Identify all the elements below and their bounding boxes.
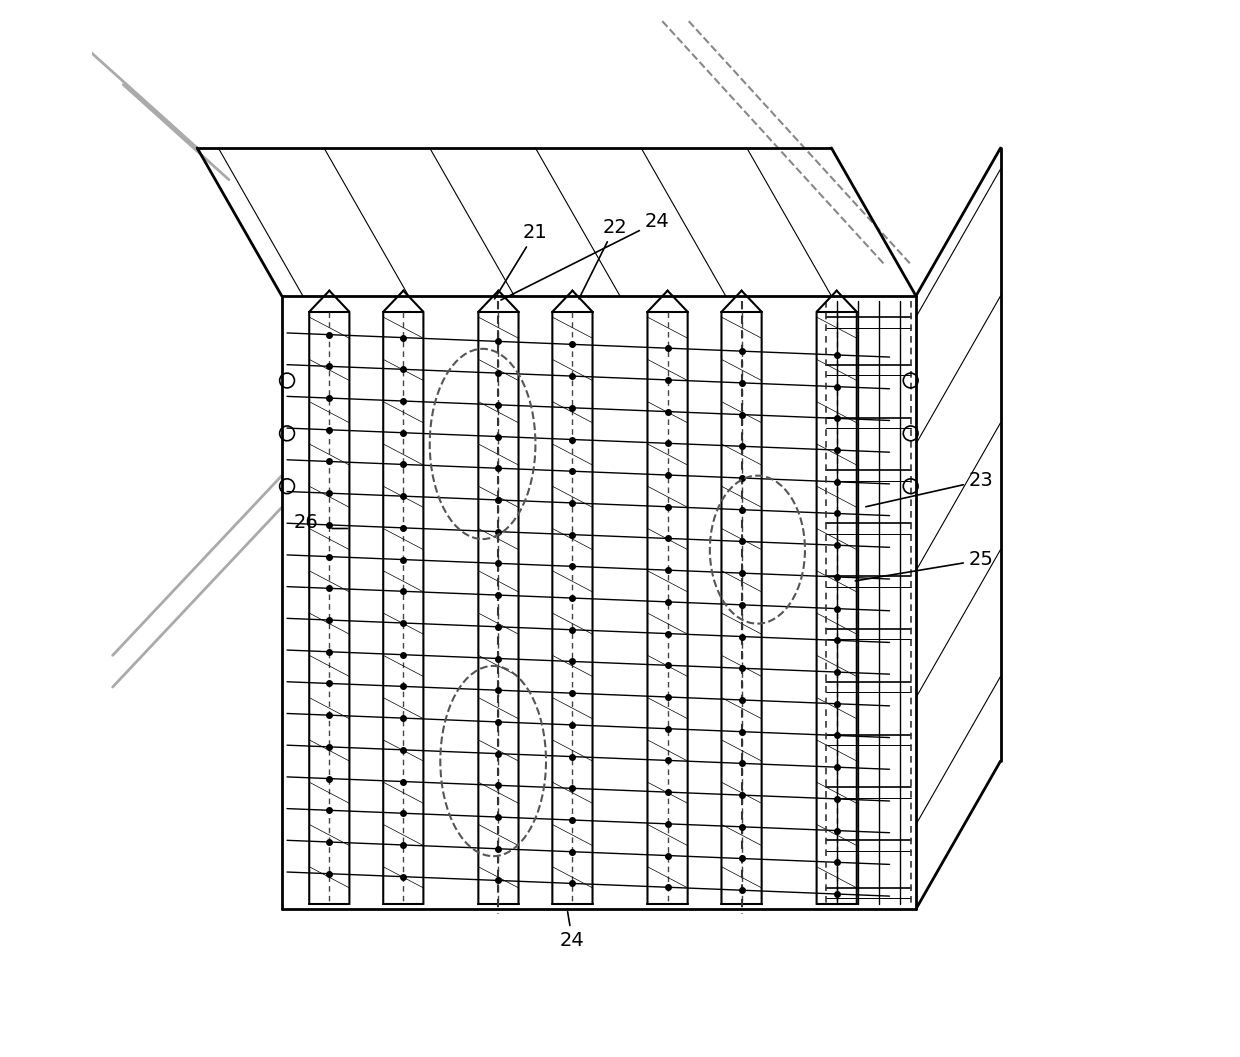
Text: 24: 24 (560, 912, 585, 950)
Text: 25: 25 (856, 551, 993, 581)
Text: 24: 24 (501, 212, 670, 300)
Text: 23: 23 (866, 471, 993, 506)
Text: 26: 26 (294, 514, 319, 533)
Text: 21: 21 (495, 223, 548, 299)
Text: 22: 22 (579, 218, 627, 299)
